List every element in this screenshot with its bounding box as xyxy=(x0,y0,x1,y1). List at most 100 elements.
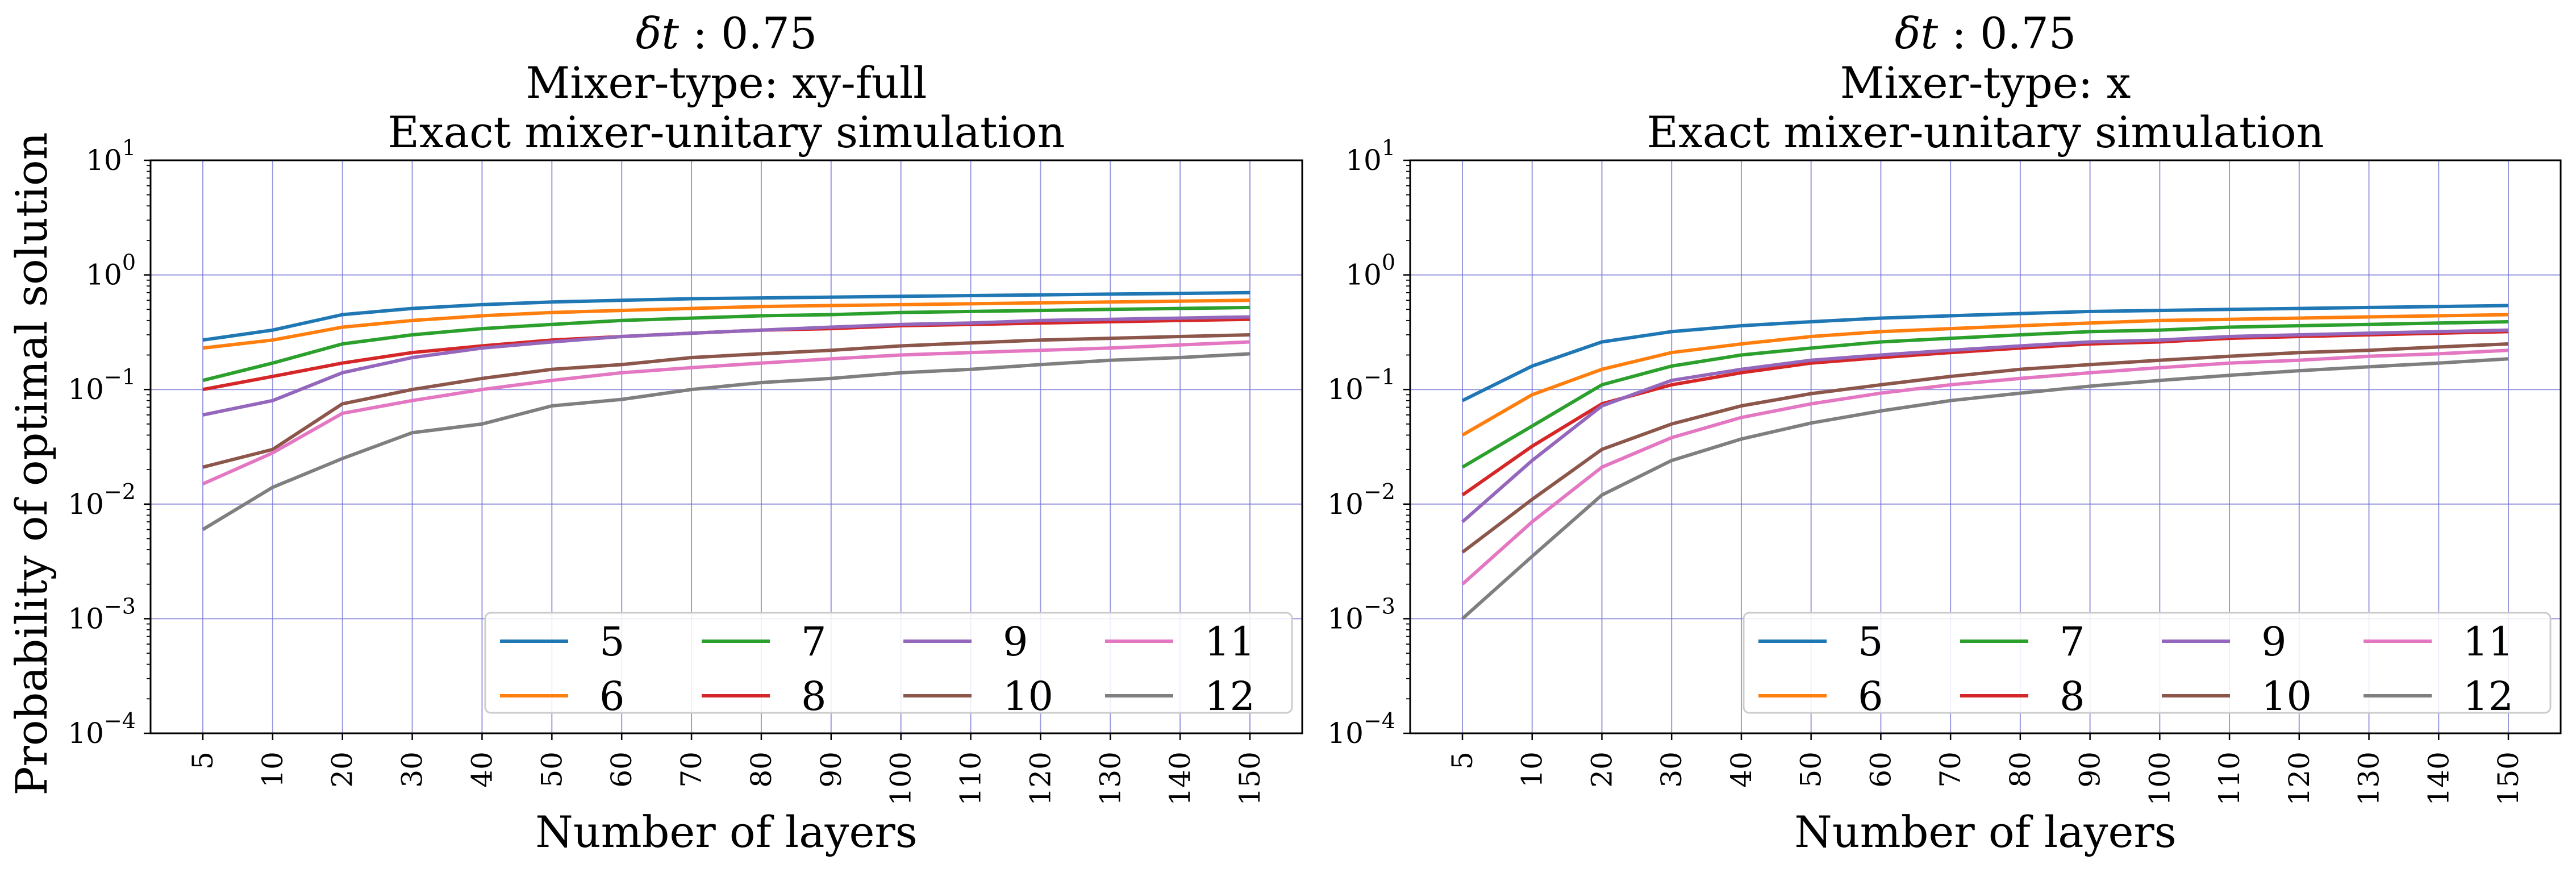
x-tick-label: 140 xyxy=(2422,751,2455,805)
y-tick-label-base: 10 xyxy=(1345,259,1382,292)
series-line-11 xyxy=(202,340,1251,486)
x-axis-label: Number of layers xyxy=(535,807,918,857)
x-axis-label: Number of layers xyxy=(1794,807,2177,857)
x-tick-label: 40 xyxy=(465,751,498,788)
chart-title-line-2: Mixer-type: x xyxy=(1840,57,2131,108)
series-line-10 xyxy=(1461,342,2509,554)
chart-title-line-3: Exact mixer-unitary simulation xyxy=(1647,107,2324,157)
x-tick-label: 60 xyxy=(605,751,638,788)
x-tick-label: 80 xyxy=(2004,751,2037,788)
x-tick-label: 120 xyxy=(2283,751,2316,805)
legend: 5 6 7 8 9 10 11 12 xyxy=(484,612,1293,720)
series-line-10 xyxy=(202,333,1251,469)
plot-frame xyxy=(149,159,1303,734)
legend-label-11: 11 xyxy=(2463,618,2514,665)
chart-title-line-1: δt : 0.75 xyxy=(1895,8,2076,59)
legend-label-8: 8 xyxy=(2060,673,2085,720)
x-tick-label: 50 xyxy=(1795,751,1828,788)
x-tick-label: 10 xyxy=(1516,751,1549,788)
x-tick-label: 5 xyxy=(1446,751,1479,770)
x-tick-label: 40 xyxy=(1725,751,1758,788)
legend-label-5: 5 xyxy=(599,618,625,665)
y-tick-label: 10−2 xyxy=(1327,479,1395,521)
y-tick-label-base: 10 xyxy=(68,717,104,750)
x-tick-label: 80 xyxy=(745,751,778,788)
series-line-12 xyxy=(1461,357,2509,620)
y-tick-label-base: 10 xyxy=(1327,602,1364,635)
y-tick-label-exponent: −3 xyxy=(1364,593,1395,618)
y-tick-label: 10−1 xyxy=(68,364,136,406)
legend-label-10: 10 xyxy=(1003,673,1053,720)
x-tick-label: 30 xyxy=(396,751,429,788)
x-tick-label: 100 xyxy=(885,751,918,805)
series-line-9 xyxy=(1461,328,2509,524)
x-tick-label: 10 xyxy=(256,751,289,788)
y-tick-label: 10−4 xyxy=(1327,708,1395,750)
y-tick-label-base: 10 xyxy=(86,259,122,292)
x-tick-label: 140 xyxy=(1164,751,1197,805)
legend: 5 6 7 8 9 10 11 12 xyxy=(1743,612,2552,720)
legend-label-7: 7 xyxy=(801,618,827,665)
y-tick-label-base: 10 xyxy=(68,602,104,635)
y-tick-label-base: 10 xyxy=(68,373,104,406)
legend-box xyxy=(484,612,1293,714)
y-tick-label-base: 10 xyxy=(1327,717,1364,750)
y-tick-label-exponent: −3 xyxy=(104,593,136,618)
y-tick-label-exponent: 1 xyxy=(1382,135,1395,160)
y-tick-label: 101 xyxy=(1345,135,1395,177)
x-tick-label: 130 xyxy=(2353,751,2386,805)
y-tick-label-base: 10 xyxy=(1327,373,1364,406)
legend-label-6: 6 xyxy=(1858,673,1883,720)
y-tick-label-exponent: −1 xyxy=(1364,364,1395,389)
legend-label-11: 11 xyxy=(1204,618,1255,665)
y-tick-label-exponent: −4 xyxy=(104,708,136,733)
y-tick-label: 10−1 xyxy=(1327,364,1395,406)
chart-title-line-3: Exact mixer-unitary simulation xyxy=(387,107,1065,157)
x-tick-label: 30 xyxy=(1655,751,1688,788)
series-line-6 xyxy=(202,298,1251,350)
y-tick-label-exponent: −2 xyxy=(1364,479,1395,504)
x-tick-label: 20 xyxy=(1585,751,1618,788)
x-tick-label: 100 xyxy=(2143,751,2176,805)
legend-label-9: 9 xyxy=(2261,618,2287,665)
series-line-12 xyxy=(202,352,1251,531)
series-line-5 xyxy=(202,290,1251,342)
y-tick-label-exponent: 1 xyxy=(122,135,136,160)
series-line-5 xyxy=(1461,304,2509,402)
plot-frame xyxy=(1409,159,2562,734)
y-tick-label-base: 10 xyxy=(68,488,104,521)
title-delta-t: δt xyxy=(636,8,680,59)
x-tick-label: 130 xyxy=(1094,751,1127,805)
y-tick-label-exponent: 0 xyxy=(122,250,136,275)
legend-label-12: 12 xyxy=(1204,673,1255,720)
legend-label-7: 7 xyxy=(2060,618,2085,665)
title-delta-t-value: : 0.75 xyxy=(1938,8,2076,59)
legend-label-9: 9 xyxy=(1003,618,1028,665)
legend-label-10: 10 xyxy=(2261,673,2312,720)
x-tick-label: 110 xyxy=(2213,751,2246,805)
y-tick-label-exponent: −1 xyxy=(104,364,136,389)
x-tick-label: 70 xyxy=(1934,751,1967,788)
x-tick-label: 60 xyxy=(1864,751,1897,788)
y-tick-label-base: 10 xyxy=(1345,144,1382,177)
y-tick-label: 10−2 xyxy=(68,479,136,521)
series-line-7 xyxy=(202,305,1251,383)
series-line-6 xyxy=(1461,313,2509,437)
x-tick-label: 90 xyxy=(2074,751,2107,788)
y-tick-label: 10−3 xyxy=(68,593,136,635)
legend-label-8: 8 xyxy=(801,673,827,720)
y-tick-label: 10−4 xyxy=(68,708,136,750)
y-tick-label: 100 xyxy=(1345,250,1395,292)
x-tick-label: 50 xyxy=(535,751,568,788)
y-axis-label: Probability of optimal solution xyxy=(6,132,57,795)
x-tick-label: 70 xyxy=(675,751,708,788)
x-tick-label: 20 xyxy=(326,751,359,788)
title-delta-t-value: : 0.75 xyxy=(679,8,817,59)
y-tick-label: 10−3 xyxy=(1327,593,1395,635)
y-tick-label-base: 10 xyxy=(1327,488,1364,521)
y-tick-label-base: 10 xyxy=(86,144,122,177)
chart-title-line-1: δt : 0.75 xyxy=(636,8,817,59)
